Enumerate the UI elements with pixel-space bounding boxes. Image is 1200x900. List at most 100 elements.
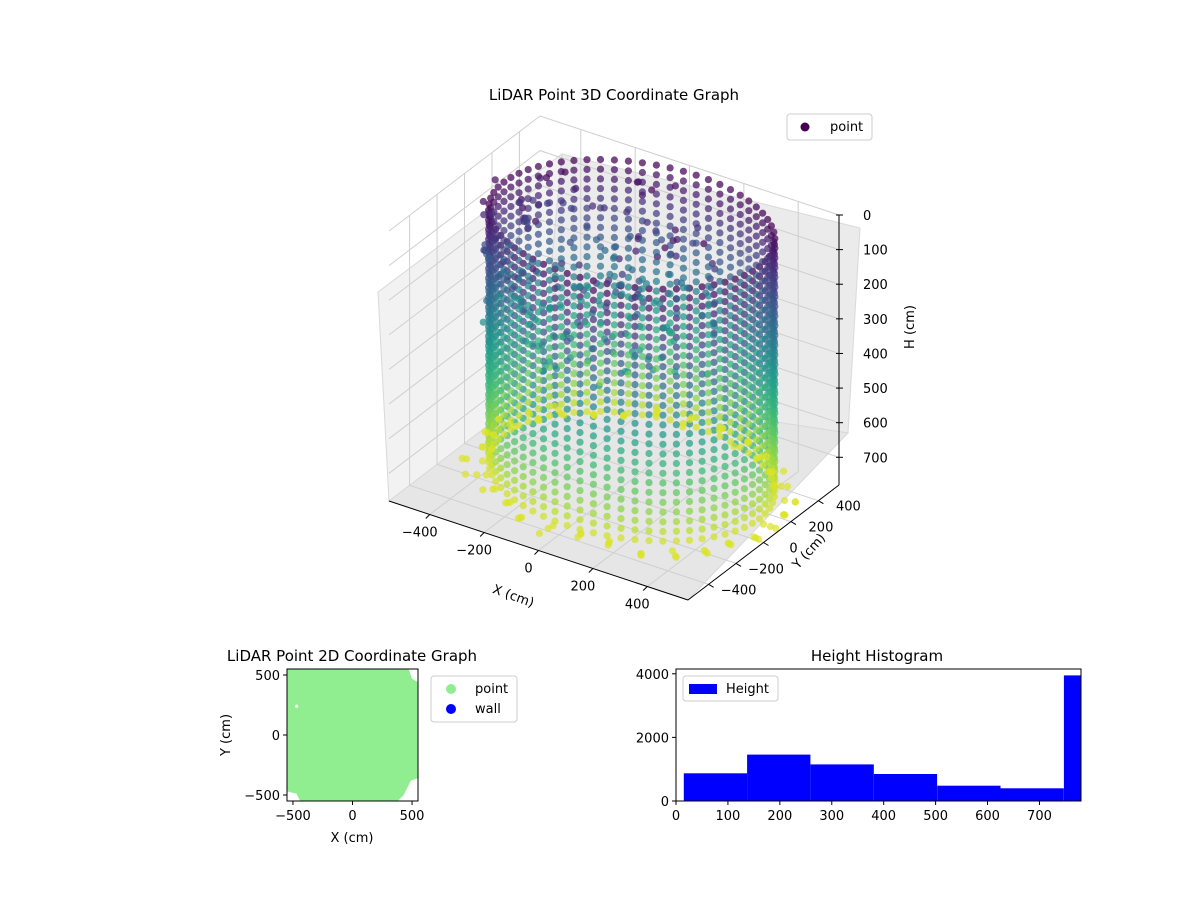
data-point bbox=[638, 362, 647, 370]
data-point bbox=[716, 413, 724, 421]
data-point bbox=[494, 319, 502, 327]
data-point bbox=[679, 380, 688, 389]
data-point bbox=[583, 194, 591, 203]
data-point bbox=[603, 367, 611, 375]
data-point bbox=[490, 363, 498, 371]
data-point bbox=[659, 372, 667, 380]
data-point bbox=[716, 209, 724, 218]
data-point bbox=[759, 229, 767, 237]
data-point bbox=[524, 185, 532, 193]
data-point bbox=[603, 512, 611, 520]
data-point bbox=[755, 505, 764, 513]
data-point bbox=[638, 227, 647, 235]
data-point bbox=[631, 507, 639, 515]
data-point bbox=[736, 191, 744, 199]
data-point bbox=[490, 440, 498, 449]
data-point bbox=[726, 321, 735, 329]
data-point bbox=[583, 301, 591, 309]
data-point bbox=[507, 183, 515, 191]
data-point bbox=[617, 359, 625, 368]
data-point bbox=[716, 258, 724, 266]
data-point bbox=[557, 274, 565, 282]
data-point bbox=[698, 515, 706, 524]
data-point bbox=[652, 316, 661, 324]
data-point bbox=[515, 344, 523, 352]
data-point bbox=[563, 425, 571, 433]
data-point bbox=[645, 411, 653, 419]
data-point bbox=[534, 327, 543, 335]
chart-2d-legend: point wall bbox=[430, 675, 518, 723]
data-point bbox=[679, 216, 688, 224]
data-point bbox=[704, 224, 713, 232]
data-point bbox=[529, 430, 537, 438]
data-point bbox=[596, 378, 605, 387]
data-point bbox=[631, 390, 639, 398]
data-point bbox=[610, 185, 619, 193]
data-point bbox=[518, 513, 526, 521]
data-point bbox=[583, 185, 591, 193]
data-point bbox=[672, 411, 681, 419]
data-point bbox=[583, 320, 591, 329]
data-point bbox=[557, 255, 565, 263]
data-point bbox=[698, 302, 706, 310]
data-point bbox=[617, 505, 625, 513]
data-point bbox=[524, 369, 532, 377]
data-point bbox=[759, 258, 767, 266]
grid-line-y bbox=[409, 215, 709, 585]
data-point bbox=[719, 424, 727, 432]
data-point bbox=[764, 341, 772, 350]
data-point bbox=[557, 323, 565, 331]
data-point bbox=[507, 348, 515, 356]
data-point bbox=[698, 311, 706, 319]
z-tick-label: 500 bbox=[863, 382, 888, 397]
data-point bbox=[494, 202, 502, 211]
data-point bbox=[726, 428, 735, 436]
data-point bbox=[710, 484, 718, 492]
data-point bbox=[752, 232, 760, 240]
data-point bbox=[503, 461, 511, 469]
data-point bbox=[672, 421, 681, 429]
data-point bbox=[624, 332, 633, 340]
data-point bbox=[638, 246, 647, 254]
data-point bbox=[666, 290, 674, 298]
data-point bbox=[515, 208, 523, 216]
legend-box bbox=[682, 675, 779, 702]
data-point bbox=[704, 360, 713, 368]
data-point bbox=[761, 481, 769, 489]
data-point bbox=[519, 502, 527, 510]
data-point bbox=[659, 392, 667, 400]
data-point bbox=[534, 395, 543, 403]
data-point bbox=[652, 335, 661, 344]
data-point bbox=[764, 283, 772, 291]
data-point bbox=[570, 186, 578, 194]
data-point bbox=[557, 303, 565, 311]
data-point bbox=[748, 509, 757, 518]
data-point bbox=[534, 405, 543, 413]
data-point bbox=[645, 498, 653, 506]
data-point bbox=[638, 372, 647, 380]
data-point bbox=[507, 251, 515, 259]
data-point bbox=[744, 438, 753, 446]
data-point bbox=[731, 508, 739, 516]
data-point bbox=[557, 390, 565, 399]
legend-marker-wall bbox=[446, 704, 456, 714]
data-point bbox=[524, 292, 532, 300]
data-point bbox=[731, 498, 739, 506]
data-point bbox=[618, 290, 626, 298]
data-point bbox=[551, 261, 559, 269]
data-point bbox=[692, 365, 700, 373]
data-point bbox=[666, 396, 674, 405]
data-point bbox=[631, 458, 639, 466]
data-point bbox=[692, 336, 700, 344]
data-point bbox=[524, 321, 532, 329]
data-point bbox=[624, 264, 633, 272]
data-point bbox=[551, 343, 559, 351]
data-point bbox=[570, 302, 578, 310]
data-point bbox=[545, 392, 554, 401]
data-point bbox=[659, 314, 667, 322]
data-point bbox=[545, 286, 554, 294]
data-point bbox=[631, 536, 639, 544]
data-point bbox=[659, 334, 667, 342]
data-point bbox=[716, 432, 724, 440]
data-point bbox=[617, 524, 625, 532]
